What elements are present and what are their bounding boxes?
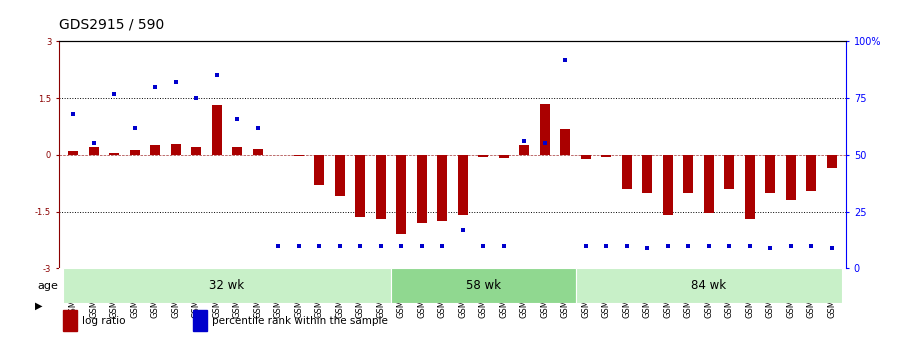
Point — [558, 57, 573, 62]
Bar — [416, 155, 427, 223]
Bar — [806, 155, 816, 191]
Point — [804, 243, 818, 248]
Point — [168, 79, 183, 85]
Bar — [252, 149, 262, 155]
Bar — [193, 310, 207, 331]
Bar — [745, 155, 755, 219]
Bar — [786, 155, 795, 200]
Text: ▶: ▶ — [35, 300, 43, 310]
Point — [332, 243, 347, 248]
Bar — [704, 155, 714, 214]
Bar — [62, 310, 77, 331]
Point — [640, 245, 654, 250]
Text: 58 wk: 58 wk — [466, 279, 500, 292]
Bar — [212, 105, 222, 155]
Point — [87, 141, 101, 146]
Point — [701, 243, 716, 248]
Point — [784, 243, 798, 248]
Bar — [437, 155, 447, 221]
Text: 84 wk: 84 wk — [691, 279, 727, 292]
Point — [148, 84, 162, 90]
Text: percentile rank within the sample: percentile rank within the sample — [213, 316, 388, 326]
Text: log ratio: log ratio — [82, 316, 126, 326]
Bar — [622, 155, 632, 189]
Bar — [63, 268, 391, 303]
Bar — [499, 155, 509, 158]
Bar — [826, 155, 837, 168]
Bar — [170, 144, 181, 155]
Bar — [560, 129, 570, 155]
Point — [476, 243, 491, 248]
Text: age: age — [37, 281, 58, 291]
Bar — [458, 155, 468, 215]
Point — [599, 243, 614, 248]
Bar — [355, 155, 366, 217]
Bar — [89, 147, 99, 155]
Point — [189, 95, 204, 101]
Point — [661, 243, 675, 248]
Bar — [335, 155, 345, 196]
Bar — [662, 155, 673, 215]
Point — [414, 243, 429, 248]
Point — [538, 141, 552, 146]
Point — [620, 243, 634, 248]
Text: GDS2915 / 590: GDS2915 / 590 — [59, 17, 164, 31]
Point — [743, 243, 757, 248]
Point — [251, 125, 265, 130]
Bar — [724, 155, 735, 189]
Point — [374, 243, 388, 248]
Bar — [314, 155, 324, 185]
Bar — [576, 268, 842, 303]
Bar — [519, 145, 529, 155]
Point — [455, 227, 470, 233]
Bar — [766, 155, 776, 193]
Point — [271, 243, 285, 248]
Point — [517, 138, 531, 144]
Bar — [391, 268, 576, 303]
Bar — [683, 155, 693, 193]
Point — [230, 116, 244, 121]
Bar — [68, 151, 79, 155]
Point — [722, 243, 737, 248]
Bar — [150, 145, 160, 155]
Bar — [376, 155, 386, 219]
Text: 32 wk: 32 wk — [209, 279, 244, 292]
Bar — [581, 155, 591, 159]
Bar — [293, 155, 304, 156]
Bar — [478, 155, 489, 157]
Point — [681, 243, 696, 248]
Point — [394, 243, 408, 248]
Point — [497, 243, 511, 248]
Bar — [129, 150, 139, 155]
Point — [435, 243, 450, 248]
Point — [312, 243, 327, 248]
Point — [824, 245, 839, 250]
Bar — [191, 147, 201, 155]
Bar — [232, 147, 243, 155]
Point — [66, 111, 81, 117]
Bar — [110, 153, 119, 155]
Point — [578, 243, 593, 248]
Point — [353, 243, 367, 248]
Point — [209, 73, 224, 78]
Point — [128, 125, 142, 130]
Bar — [601, 155, 612, 157]
Bar — [539, 104, 550, 155]
Bar — [643, 155, 653, 193]
Point — [291, 243, 306, 248]
Point — [107, 91, 121, 96]
Bar — [396, 155, 406, 234]
Point — [763, 245, 777, 250]
